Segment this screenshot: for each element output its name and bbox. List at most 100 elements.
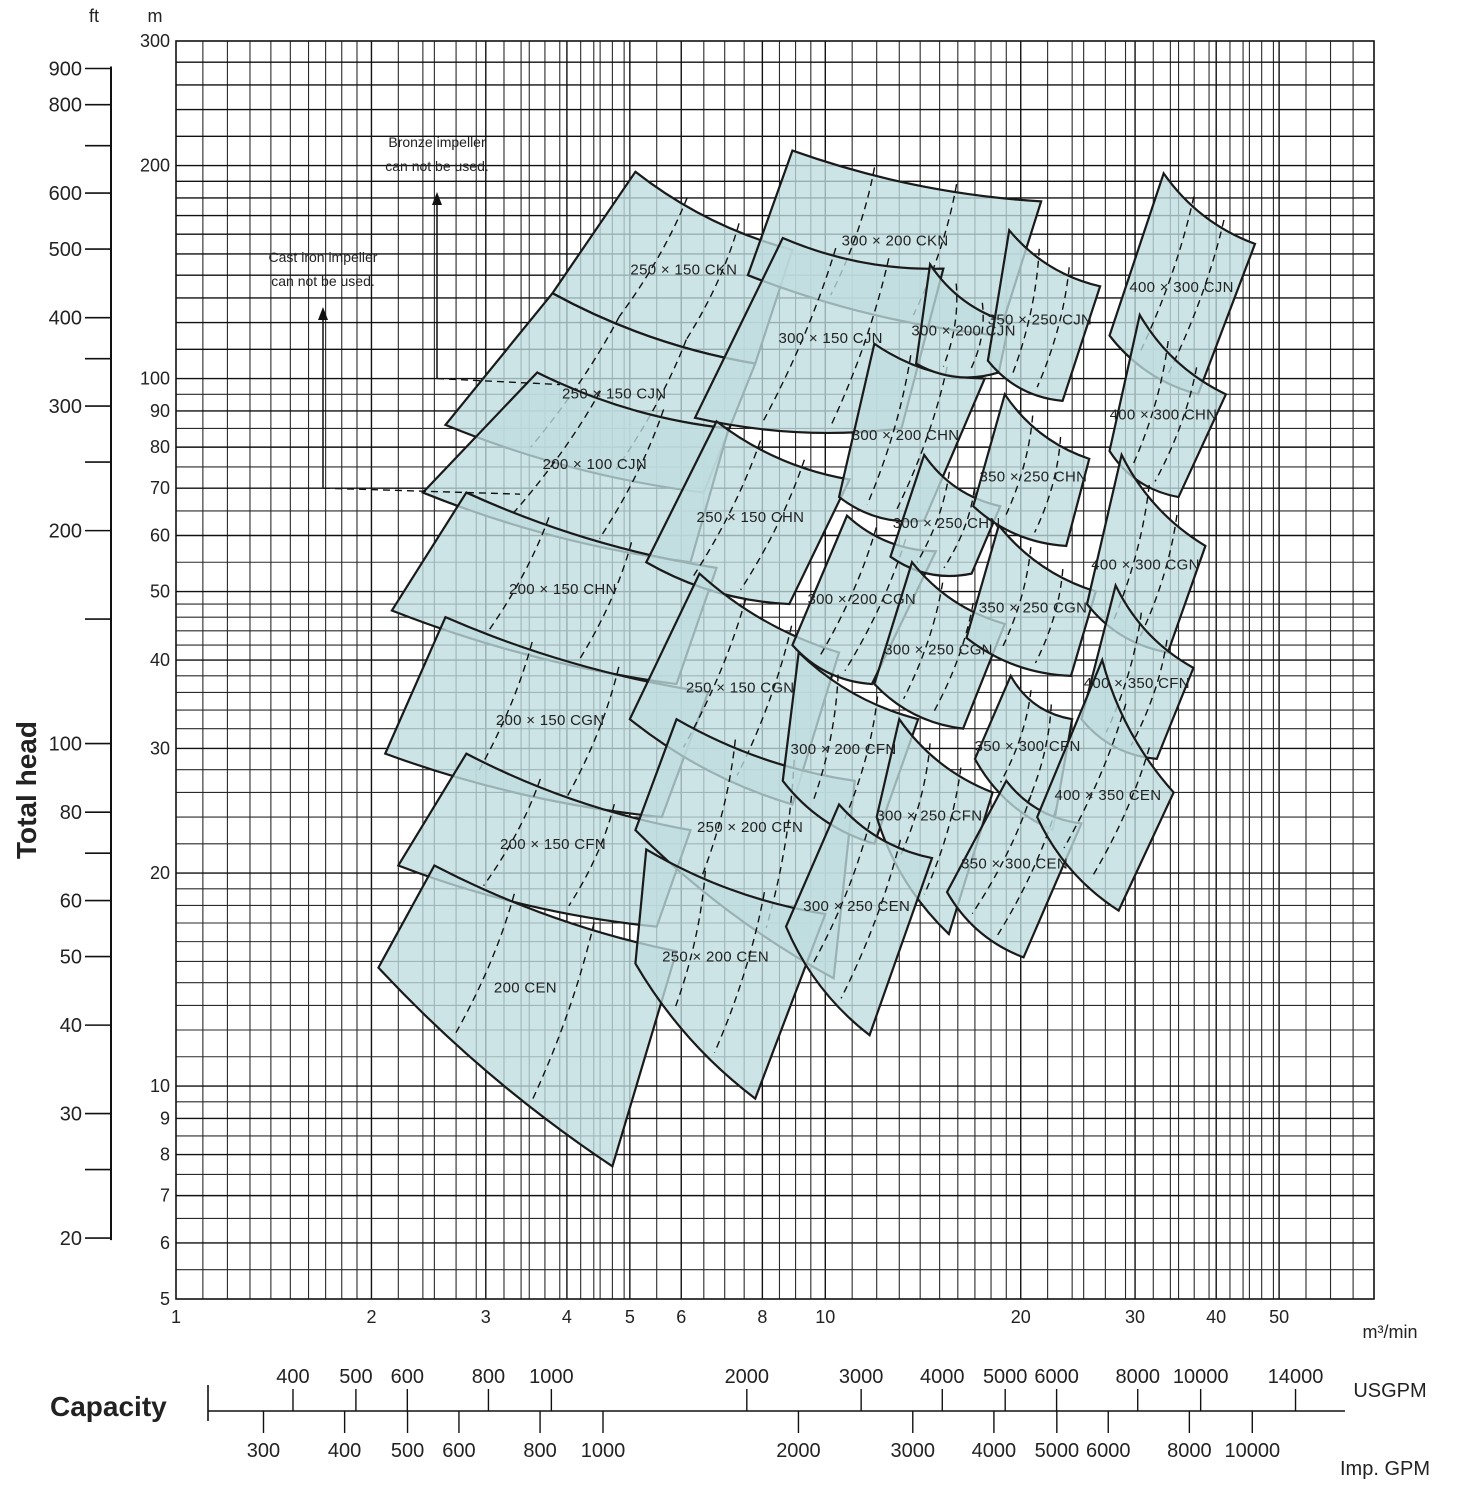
impeller-curve [682, 599, 747, 748]
annotations: Bronze impeller can not be used. Cast iron… [269, 134, 561, 495]
impeller-curve [970, 302, 984, 370]
y-tick-label-m: 200 [140, 156, 170, 176]
x-unit-label: m³/min [1363, 1322, 1418, 1342]
impeller-curve [830, 258, 890, 426]
annotation-text: can not be used. [271, 273, 375, 289]
y-tick-label-m: 6 [160, 1233, 170, 1253]
y-tick-label-m: 90 [150, 401, 170, 421]
region-label: 400 × 300 CGN [1091, 556, 1200, 573]
y-tick-label-ft: 50 [60, 947, 82, 969]
x-tick-label: 20 [1011, 1307, 1031, 1327]
region-label: 350 × 250 CHN [980, 468, 1088, 485]
impgpm-tick-label: 300 [247, 1440, 280, 1462]
region-label: 400 × 350 CEN [1054, 787, 1161, 804]
region-label: 300 × 250 CEN [803, 898, 910, 915]
usgpm-tick-label: 4000 [920, 1366, 965, 1388]
pump-region [1035, 656, 1175, 913]
y-tick-label-ft: 60 [60, 891, 82, 913]
annotation-leader [436, 377, 561, 386]
impeller-curve [1131, 341, 1169, 467]
impeller-curve [1167, 219, 1225, 375]
y-tick-label-ft: 40 [60, 1015, 82, 1037]
impgpm-tick-label: 2000 [776, 1440, 821, 1462]
impeller-curve [685, 223, 740, 341]
impeller-curve [615, 339, 687, 470]
region-label: 350 × 250 CGN [979, 600, 1088, 617]
region-label: 250 × 150 CGN [686, 679, 795, 696]
impeller-curve [700, 739, 737, 880]
impeller-curve [485, 517, 550, 636]
y-tick-label-ft: 400 [49, 308, 82, 330]
pump-region [873, 559, 1007, 730]
usgpm-tick-label: 8000 [1115, 1366, 1160, 1388]
region-label: 250 × 200 CFN [697, 819, 803, 836]
region-label: 300 × 250 CFN [876, 808, 982, 825]
impgpm-tick-label: 5000 [1035, 1440, 1080, 1462]
x-tick-label: 3 [481, 1307, 491, 1327]
impeller-curve [1025, 704, 1052, 807]
y-tick-label-ft: 200 [49, 521, 82, 543]
impeller-curve [618, 197, 688, 317]
impeller-curve [840, 839, 902, 999]
usgpm-tick-label: 500 [339, 1366, 372, 1388]
impgpm-unit: Imp. GPM [1340, 1458, 1430, 1480]
region-label: 200 × 100 CJN [543, 456, 647, 473]
region-label: 200 CEN [494, 980, 557, 997]
usgpm-tick-label: 800 [472, 1366, 505, 1388]
impeller-curve [1003, 415, 1034, 520]
impgpm-tick-label: 10000 [1224, 1440, 1280, 1462]
usgpm-tick-label: 600 [391, 1366, 424, 1388]
region-label: 200 × 150 CFN [500, 836, 606, 853]
pump-region [972, 391, 1091, 548]
y-tick-label-ft: 30 [60, 1104, 82, 1126]
impeller-curve [674, 870, 707, 1009]
region-label: 300 × 200 CJN [911, 323, 1015, 340]
region-label: 350 × 300 CEN [961, 855, 1068, 872]
y-tick-label-m: 20 [150, 863, 170, 883]
region-label: 300 × 250 CHN [893, 515, 1001, 532]
impeller-curve [1130, 639, 1168, 746]
pump-regions: 250 × 150 CKN 250 × 150 CJN 200 × 100 CJN 2… [377, 149, 1257, 1169]
y-tick-label-m: 100 [140, 369, 170, 389]
annotation-text: Cast iron impeller [269, 249, 378, 265]
region-label: 350 × 300 CFN [975, 738, 1081, 755]
arrow-head-icon [318, 307, 328, 320]
impgpm-tick-label: 4000 [972, 1440, 1017, 1462]
y-unit-ft: ft [89, 6, 99, 26]
impeller-curve [530, 316, 620, 448]
usgpm-unit: USGPM [1353, 1380, 1426, 1402]
usgpm-tick-label: 14000 [1268, 1366, 1324, 1388]
region-label: 300 × 250 CGN [884, 642, 993, 659]
impgpm-tick-label: 1000 [581, 1440, 626, 1462]
region-label: 400 × 300 CHN [1110, 406, 1218, 423]
impeller-curve [812, 674, 839, 802]
y-tick-label-m: 80 [150, 437, 170, 457]
plot-frame [175, 40, 1375, 1300]
annotation-text: can not be used. [385, 158, 489, 174]
y-tick-label-ft: 300 [49, 396, 82, 418]
impeller-curve [943, 488, 976, 569]
pump-region [644, 419, 852, 606]
impeller-curve [1154, 367, 1198, 482]
impeller-curve [598, 409, 665, 539]
region-label: 300 × 200 CFN [790, 741, 896, 758]
pump-region [634, 847, 827, 1101]
region-label: 250 × 200 CEN [662, 948, 769, 965]
y-tick-label-ft: 100 [49, 734, 82, 756]
impeller-curve [713, 891, 766, 1053]
x-tick-label: 4 [562, 1307, 572, 1327]
impeller-curve [1063, 703, 1127, 849]
y-tick-label-m: 50 [150, 582, 170, 602]
y-tick-label-m: 7 [160, 1186, 170, 1206]
impgpm-tick-label: 8000 [1167, 1440, 1212, 1462]
usgpm-tick-label: 2000 [725, 1366, 770, 1388]
impeller-curve [916, 471, 950, 563]
impeller-curve [568, 803, 615, 907]
impeller-curve [1034, 568, 1064, 664]
y-tick-label-ft: 800 [49, 95, 82, 117]
impeller-curve [455, 893, 515, 1034]
y-tick-label-m: 30 [150, 738, 170, 758]
usgpm-tick-label: 1000 [529, 1366, 574, 1388]
y-tick-label-m: 9 [160, 1108, 170, 1128]
impeller-curve [842, 696, 879, 823]
